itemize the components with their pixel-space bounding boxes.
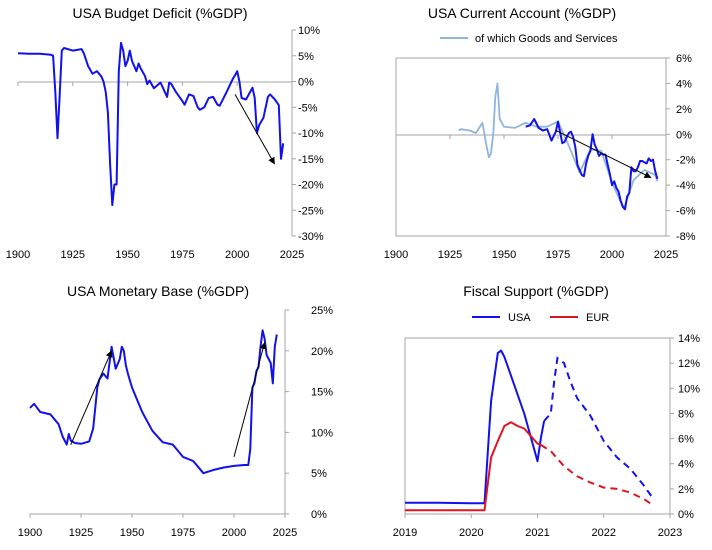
x-tick-label: 1950: [120, 527, 144, 539]
x-tick-label: 1975: [546, 249, 570, 261]
y-tick-label: -6%: [676, 206, 696, 218]
y-tick-label: 8%: [678, 408, 694, 420]
plot-frame: [404, 337, 671, 515]
deficit-panel: USA Budget Deficit (%GDP) 1900 1925 1950 19…: [6, 5, 324, 261]
x-tick-label: 2000: [225, 249, 249, 261]
y-tick-label: 0%: [678, 509, 694, 521]
x-tick-label: 2025: [273, 527, 297, 539]
series-line-current-account: [525, 118, 659, 211]
x-tick-label: 1900: [384, 249, 408, 261]
series-line-usa-forecast: [543, 356, 655, 500]
y-tick-label: -10%: [298, 128, 324, 140]
y-tick-label: -25%: [298, 205, 324, 217]
y-tick-label: 6%: [678, 434, 694, 446]
series-line-eur: [405, 421, 542, 512]
y-tick-label: 0%: [676, 129, 692, 141]
y-tick-label: 2%: [678, 484, 694, 496]
y-tick-label: -8%: [676, 231, 696, 243]
series-line-eur-forecast: [540, 444, 654, 507]
y-tick-label: 4%: [678, 459, 694, 471]
y-tick-label: 10%: [311, 427, 333, 439]
monetary-panel: USA Monetary Base (%GDP) 1900 1925 1950 197…: [18, 283, 333, 539]
x-tick-label: 2023: [658, 527, 682, 539]
x-tick-label: 1975: [171, 527, 195, 539]
y-tick-label: -20%: [298, 180, 324, 192]
account-title: USA Current Account (%GDP): [428, 5, 616, 21]
x-tick-label: 2022: [592, 527, 616, 539]
x-tick-label: 1950: [115, 249, 139, 261]
x-tick-label: 1925: [438, 249, 462, 261]
y-tick-label: 14%: [678, 333, 700, 345]
y-tick-label: 6%: [676, 53, 692, 65]
trend-arrow: [233, 341, 267, 458]
y-tick-label: 10%: [678, 383, 700, 395]
x-tick-label: 2020: [459, 527, 483, 539]
x-tick-label: 2019: [393, 527, 417, 539]
series-line-usa: [405, 349, 546, 505]
y-tick-label: -2%: [676, 155, 696, 167]
deficit-title: USA Budget Deficit (%GDP): [72, 5, 247, 21]
x-tick-label: 2021: [525, 527, 549, 539]
x-tick-label: 1975: [170, 249, 194, 261]
x-tick-label: 1925: [69, 527, 93, 539]
fiscal-legend-usa-label: USA: [508, 312, 531, 324]
y-tick-label: 10%: [298, 25, 320, 37]
x-tick-label: 1950: [492, 249, 516, 261]
series-line-of-which-goods-and-services: [458, 82, 659, 208]
series-line-usa: [29, 329, 278, 475]
x-tick-label: 2025: [280, 249, 304, 261]
y-tick-label: 4%: [676, 78, 692, 90]
y-tick-label: 12%: [678, 358, 700, 370]
y-tick-label: 5%: [298, 51, 314, 63]
x-tick-label: 1900: [18, 527, 42, 539]
trend-arrow: [70, 350, 113, 445]
y-tick-label: 0%: [311, 509, 327, 521]
y-tick-label: 25%: [311, 305, 333, 317]
y-tick-label: -4%: [676, 180, 696, 192]
y-tick-label: 2%: [676, 104, 692, 116]
fiscal-legend-eur-label: EUR: [586, 312, 609, 324]
x-tick-label: 2000: [600, 249, 624, 261]
x-tick-label: 2025: [654, 249, 678, 261]
x-tick-label: 2000: [222, 527, 246, 539]
fiscal-panel: Fiscal Support (%GDP) USA EUR 2019 2020 20…: [393, 283, 700, 539]
y-tick-label: 20%: [311, 346, 333, 358]
y-tick-label: 15%: [311, 387, 333, 399]
y-tick-label: 5%: [311, 468, 327, 480]
y-tick-label: -15%: [298, 154, 324, 166]
fiscal-title: Fiscal Support (%GDP): [463, 283, 608, 299]
y-tick-label: -30%: [298, 231, 324, 243]
monetary-title: USA Monetary Base (%GDP): [67, 283, 249, 299]
y-tick-label: -5%: [298, 102, 318, 114]
account-panel: USA Current Account (%GDP) of which Good…: [384, 5, 696, 261]
account-legend-label: of which Goods and Services: [475, 33, 618, 45]
x-tick-label: 1925: [61, 249, 85, 261]
series-line-usa: [17, 41, 285, 207]
trend-arrow: [555, 130, 652, 178]
trend-arrow: [234, 94, 275, 165]
y-tick-label: 0%: [298, 77, 314, 89]
x-tick-label: 1900: [6, 249, 30, 261]
